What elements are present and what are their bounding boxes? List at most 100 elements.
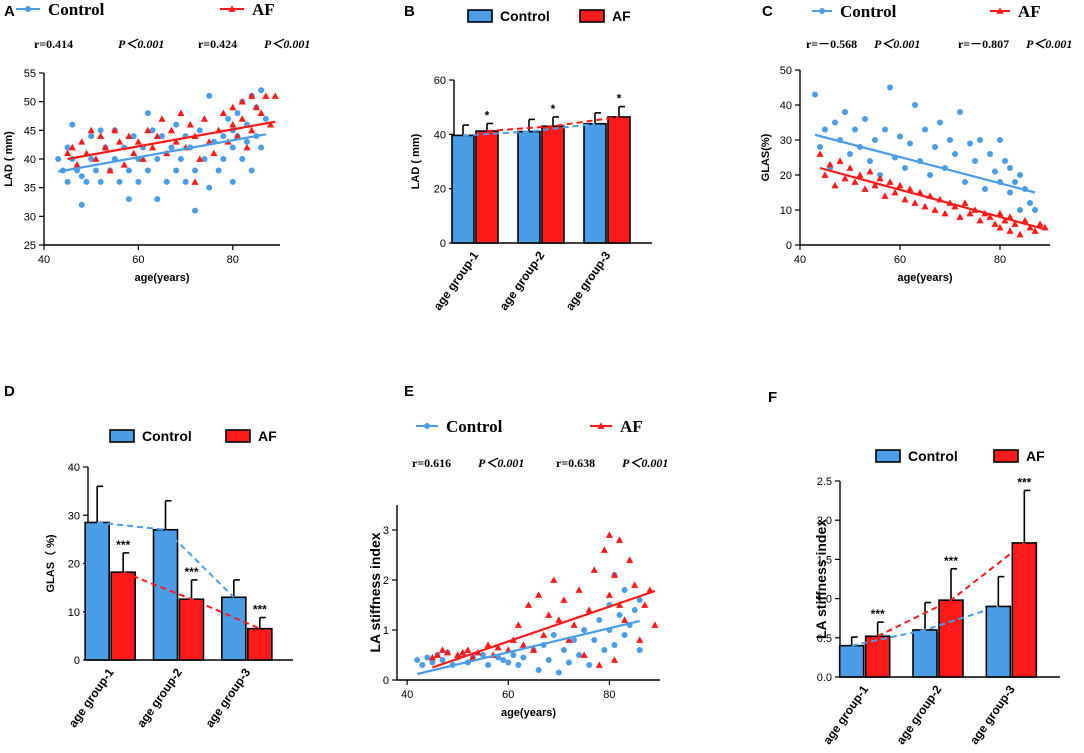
scatter-point-af (896, 181, 904, 189)
regression-line-control (416, 619, 641, 676)
scatter-point-af (921, 202, 929, 210)
scatter-point-af (139, 155, 147, 162)
scatter-point-control (842, 109, 848, 115)
legend-marker-control (424, 423, 430, 429)
trend-line-af (486, 115, 620, 133)
scatter-point-control (591, 637, 598, 643)
scatter-point-af (111, 126, 119, 134)
scatter-point-control (872, 137, 878, 143)
scatter-point-control (852, 126, 858, 133)
scatter-point-af (271, 92, 279, 99)
scatter-point-control (616, 612, 623, 618)
scatter-point-control (168, 144, 175, 151)
scatter-point-control (992, 168, 998, 175)
scatter-point-control (144, 110, 151, 117)
y-tick-label: 35 (24, 183, 36, 195)
scatter-point-control (500, 657, 507, 663)
scatter-point-af (821, 171, 829, 178)
scatter-point-af (941, 209, 949, 217)
scatter-point-control (144, 167, 151, 174)
scatter-point-control (867, 158, 873, 164)
scatter-point-af (238, 115, 246, 122)
scatter-point-af (196, 155, 204, 162)
scatter-point-control (862, 116, 868, 122)
y-tick-label: 1 (383, 625, 389, 637)
x-tick-label: 60 (502, 689, 514, 701)
scatter-point-af (996, 209, 1004, 217)
scatter-point-control (812, 91, 818, 98)
scatter-point-control (125, 196, 132, 203)
scatter-point-af (1001, 216, 1009, 224)
scatter-point-control (987, 151, 993, 157)
scatter-point-af (881, 192, 889, 199)
bar-af (864, 635, 891, 678)
scatter-point-control (1027, 200, 1033, 206)
scatter-point-control (206, 184, 213, 191)
x-axis-title: age(years) (134, 272, 189, 284)
scatter-point-af (911, 199, 919, 206)
scatter-point-af (186, 121, 194, 128)
scatter-point-af (519, 641, 528, 648)
stat-control-p: P＜0.001 (478, 456, 524, 470)
y-tick-label: 10 (780, 205, 792, 217)
scatter-point-af (886, 178, 894, 185)
scatter-point-control (439, 657, 446, 663)
scatter-point-control (977, 137, 983, 143)
y-tick-label: 25 (24, 240, 36, 252)
scatter-point-control (832, 119, 838, 126)
scatter-point-control (505, 659, 512, 666)
scatter-point-af (106, 166, 114, 174)
scatter-point-af (560, 596, 568, 603)
scatter-point-af (535, 591, 543, 598)
scatter-point-control (159, 133, 165, 140)
y-axis-title: LA stiffness index (367, 532, 383, 652)
scatter-point-control (611, 642, 618, 648)
significance-mark: *** (871, 607, 885, 621)
x-category-label: age group-1 (820, 682, 871, 747)
scatter-point-af (494, 643, 502, 651)
bar-control (451, 134, 475, 244)
scatter-point-af (191, 178, 199, 185)
bar-control (912, 629, 938, 678)
scatter-point-af (836, 157, 844, 164)
scatter-point-control (154, 156, 161, 162)
scatter-point-af (816, 150, 824, 157)
scatter-point-af (545, 611, 553, 618)
scatter-point-control (135, 178, 142, 185)
scatter-point-af (615, 536, 624, 543)
legend-swatch-af (993, 449, 1019, 463)
x-tick-label: 40 (794, 254, 806, 266)
scatter-point-control (69, 121, 76, 128)
y-tick-label: 30 (780, 135, 792, 147)
scatter-point-af (600, 546, 608, 553)
scatter-point-control (581, 627, 588, 633)
scatter-point-af (1026, 223, 1034, 231)
scatter-point-af (961, 199, 969, 206)
x-category-label: age group-2 (497, 248, 548, 313)
scatter-point-control (927, 172, 933, 178)
y-axis-title: GLAS（ %) (44, 534, 57, 592)
scatter-point-control (555, 669, 562, 676)
legend-label-af: AF (1026, 448, 1045, 464)
scatter-point-control (215, 167, 222, 174)
scatter-point-control (937, 119, 943, 126)
trend-line-control (462, 122, 596, 137)
significance-mark: * (617, 92, 622, 106)
scatter-point-control (55, 156, 62, 162)
scatter-point-af (636, 636, 644, 643)
scatter-point-control (947, 137, 953, 143)
scatter-point-af (1021, 216, 1029, 224)
significance-mark: *** (944, 554, 958, 568)
scatter-point-af (866, 167, 874, 175)
scatter-point-af (906, 185, 914, 192)
legend-swatch-af (579, 9, 605, 23)
scatter-point-control (192, 167, 199, 174)
scatter-point-control (229, 144, 236, 151)
y-tick-label: 0.5 (817, 633, 832, 645)
scatter-point-af (956, 213, 964, 220)
scatter-point-af (524, 601, 533, 608)
y-tick-label: 50 (780, 65, 792, 77)
regression-line-af (67, 120, 276, 161)
scatter-point-control (520, 654, 527, 661)
scatter-point-af (856, 171, 864, 178)
